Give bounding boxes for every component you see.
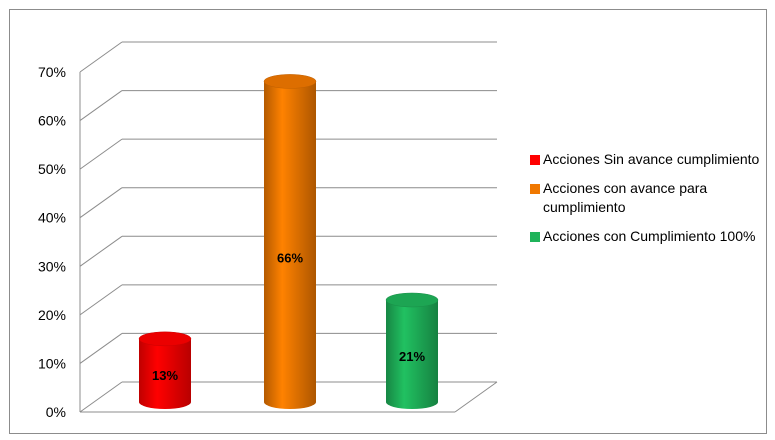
- gridline-side: [79, 138, 123, 170]
- legend-label: Acciones Sin avance cumplimiento: [543, 151, 760, 167]
- bar-cylinder-top: [385, 292, 439, 308]
- chart-data-labels: 13% 66% 21%: [152, 251, 425, 383]
- gridline-side: [79, 187, 123, 219]
- legend-swatch-green: [530, 232, 540, 242]
- bar-cylinder-top: [138, 331, 192, 347]
- chart-legend: Acciones Sin avance cumplimiento Accione…: [530, 150, 770, 256]
- y-tick-label: 0%: [46, 404, 66, 420]
- gridline-side: [79, 235, 123, 267]
- floor-right-edge: [454, 381, 498, 413]
- bar-cylinder-body: [386, 300, 438, 409]
- gridline-side: [79, 90, 123, 121]
- legend-item-sin-avance: Acciones Sin avance cumplimiento: [530, 150, 770, 169]
- y-tick-label: 10%: [38, 355, 66, 371]
- gridline-side: [79, 41, 123, 73]
- y-tick-label: 20%: [38, 307, 66, 323]
- legend-label: Acciones con avance para cumplimiento: [543, 180, 708, 215]
- chart-walls: [79, 72, 498, 413]
- legend-swatch-orange: [530, 184, 540, 194]
- y-tick-label: 60%: [38, 113, 66, 129]
- gridline-side: [79, 333, 123, 364]
- y-tick-label: 40%: [38, 210, 66, 226]
- y-axis-ticks: 0% 10% 20% 30% 40% 50% 60% 70%: [38, 64, 66, 420]
- bar-cylinder-body: [264, 81, 316, 409]
- bar-cylinder-top: [263, 74, 317, 89]
- data-label: 21%: [399, 349, 425, 364]
- y-tick-label: 50%: [38, 161, 66, 177]
- chart-bars: [138, 74, 439, 409]
- data-label: 13%: [152, 368, 178, 383]
- bar-cylinder-body: [139, 338, 191, 409]
- y-tick-label: 70%: [38, 64, 66, 80]
- legend-label: Acciones con Cumplimiento 100%: [543, 228, 756, 244]
- y-tick-label: 30%: [38, 258, 66, 274]
- gridline-side: [79, 284, 123, 316]
- legend-item-con-avance: Acciones con avance para cumplimiento: [530, 179, 770, 217]
- legend-swatch-red: [530, 155, 540, 165]
- gridline-side: [79, 381, 123, 413]
- legend-item-cumplimiento: Acciones con Cumplimiento 100%: [530, 227, 770, 246]
- data-label: 66%: [277, 251, 303, 266]
